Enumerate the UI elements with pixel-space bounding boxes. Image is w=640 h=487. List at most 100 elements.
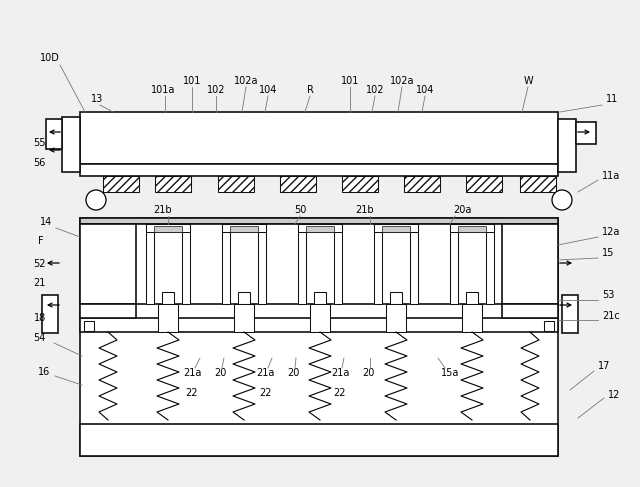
Text: 12: 12 — [608, 390, 620, 400]
Text: 53: 53 — [602, 290, 614, 300]
Text: 101a: 101a — [151, 85, 175, 95]
Bar — [103, 176, 139, 192]
Bar — [334, 224, 342, 304]
Bar — [258, 224, 266, 304]
Text: 13: 13 — [91, 94, 103, 104]
Bar — [410, 224, 418, 304]
Text: 102: 102 — [365, 85, 384, 95]
Bar — [342, 176, 378, 192]
Text: 11: 11 — [606, 94, 618, 104]
Circle shape — [552, 190, 572, 210]
Text: 20: 20 — [287, 368, 299, 378]
Text: F: F — [38, 236, 44, 246]
Text: 104: 104 — [259, 85, 277, 95]
Text: 56: 56 — [34, 158, 46, 168]
Bar — [458, 226, 486, 232]
Bar — [42, 295, 58, 333]
Bar — [218, 176, 254, 192]
Text: 21a: 21a — [183, 368, 201, 378]
Bar — [155, 176, 191, 192]
Bar — [80, 164, 558, 176]
Text: 22: 22 — [333, 388, 346, 398]
Text: 21: 21 — [34, 278, 46, 288]
Bar — [390, 292, 402, 304]
Bar — [486, 224, 494, 304]
Bar — [502, 304, 558, 318]
Bar — [80, 224, 558, 304]
Bar — [182, 224, 190, 304]
Bar — [520, 176, 556, 192]
Bar — [466, 176, 502, 192]
Bar — [230, 226, 258, 232]
Bar — [558, 119, 576, 172]
Text: 54: 54 — [34, 333, 46, 343]
Text: 22: 22 — [259, 388, 271, 398]
Bar — [222, 224, 266, 232]
Bar — [502, 224, 558, 304]
Text: 22: 22 — [186, 388, 198, 398]
Bar — [158, 304, 178, 332]
Text: 21b: 21b — [356, 205, 374, 215]
Text: 10D: 10D — [40, 53, 60, 63]
Bar — [314, 292, 326, 304]
Text: 50: 50 — [294, 205, 306, 215]
Bar — [382, 226, 410, 232]
Bar — [146, 224, 190, 232]
Bar — [310, 304, 330, 332]
Bar — [280, 176, 316, 192]
Text: 101: 101 — [183, 76, 201, 86]
Bar — [306, 226, 334, 232]
Bar — [450, 224, 494, 232]
Bar — [466, 292, 478, 304]
Bar — [298, 224, 306, 304]
Bar — [576, 122, 596, 144]
Bar — [80, 424, 558, 456]
Text: 102a: 102a — [390, 76, 414, 86]
Bar — [374, 224, 418, 232]
Bar — [404, 176, 440, 192]
Bar — [544, 321, 554, 331]
Bar — [462, 304, 482, 332]
Bar — [46, 119, 62, 149]
Text: 102: 102 — [207, 85, 225, 95]
Bar — [162, 292, 174, 304]
Circle shape — [86, 190, 106, 210]
Bar — [80, 112, 558, 164]
Text: 20: 20 — [214, 368, 226, 378]
Bar — [80, 318, 558, 332]
Bar — [146, 224, 154, 304]
Bar — [80, 224, 136, 304]
Bar — [80, 304, 136, 318]
Bar — [62, 117, 80, 172]
Bar — [80, 218, 558, 456]
Text: R: R — [307, 85, 314, 95]
Text: 20: 20 — [362, 368, 374, 378]
Text: W: W — [523, 76, 533, 86]
Bar — [234, 304, 254, 332]
Text: 21a: 21a — [256, 368, 274, 378]
Bar — [222, 224, 230, 304]
Text: 20a: 20a — [453, 205, 471, 215]
Bar — [154, 226, 182, 232]
Text: 14: 14 — [40, 217, 52, 227]
Bar — [562, 295, 578, 333]
Text: 21c: 21c — [602, 311, 620, 321]
Bar — [80, 218, 558, 224]
Bar — [386, 304, 406, 332]
Bar — [238, 292, 250, 304]
Text: 104: 104 — [416, 85, 434, 95]
Text: 11a: 11a — [602, 171, 620, 181]
Text: 15: 15 — [602, 248, 614, 258]
Text: 55: 55 — [33, 138, 46, 148]
Bar — [450, 224, 458, 304]
Text: 15a: 15a — [441, 368, 459, 378]
Text: 101: 101 — [341, 76, 359, 86]
Bar — [84, 321, 94, 331]
Text: 52: 52 — [33, 259, 46, 269]
Text: 102a: 102a — [234, 76, 259, 86]
Text: 17: 17 — [598, 361, 611, 371]
Text: 18: 18 — [34, 313, 46, 323]
Bar — [298, 224, 342, 232]
Text: 16: 16 — [38, 367, 50, 377]
Bar — [374, 224, 382, 304]
